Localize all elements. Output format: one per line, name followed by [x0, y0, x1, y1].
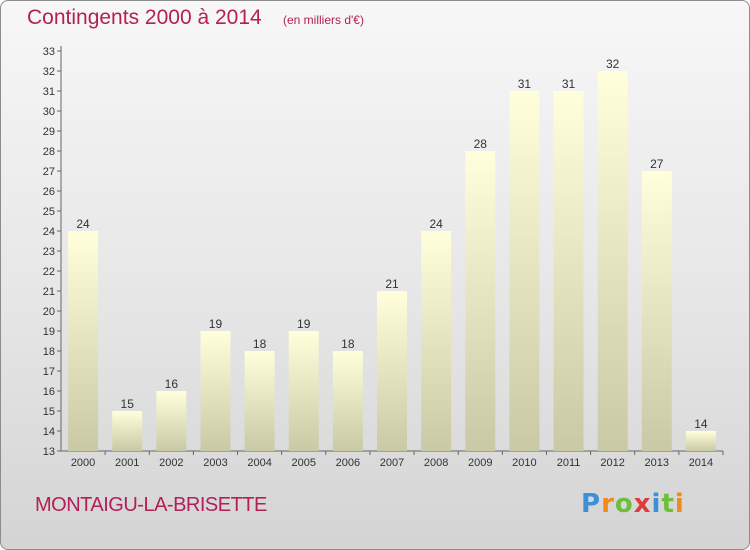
y-tick-label: 31 — [43, 86, 55, 98]
y-tick-label: 15 — [43, 406, 55, 418]
y-tick-label: 29 — [43, 126, 55, 138]
data-label: 24 — [76, 217, 90, 231]
logo-letter: o — [614, 489, 634, 519]
data-label: 27 — [650, 157, 664, 171]
x-tick-label: 2000 — [71, 457, 95, 469]
logo-letter: i — [674, 489, 685, 519]
data-label: 15 — [121, 397, 135, 411]
y-tick-label: 17 — [43, 366, 55, 378]
x-tick-label: 2009 — [468, 457, 492, 469]
x-tick-label: 2005 — [291, 457, 315, 469]
y-tick-label: 13 — [43, 446, 55, 458]
y-tick-label: 18 — [43, 346, 55, 358]
proxiti-logo: Proxiti — [581, 489, 685, 519]
y-tick-label: 32 — [43, 66, 55, 78]
bar — [377, 291, 407, 451]
chart-subtitle: (en milliers d'€) — [283, 13, 364, 27]
logo-letter: x — [633, 489, 652, 519]
data-label: 28 — [474, 137, 488, 151]
bar — [553, 91, 584, 451]
bar — [641, 171, 672, 451]
data-label: 19 — [297, 317, 311, 331]
commune-name: MONTAIGU-LA-BRISETTE — [35, 494, 267, 516]
x-tick-label: 2001 — [115, 457, 139, 469]
x-tick-label: 2013 — [645, 457, 669, 469]
data-label: 19 — [209, 317, 223, 331]
data-label: 21 — [385, 277, 399, 291]
y-tick-label: 20 — [43, 306, 55, 318]
chart-title: Contingents 2000 à 2014 — [27, 6, 262, 29]
y-tick-label: 26 — [43, 186, 55, 198]
y-tick-label: 19 — [43, 326, 55, 338]
bar — [200, 331, 231, 451]
data-label: 16 — [165, 377, 179, 391]
y-tick-label: 23 — [43, 246, 55, 258]
x-tick-label: 2003 — [203, 457, 227, 469]
bar — [68, 231, 99, 451]
y-tick-label: 14 — [43, 426, 55, 438]
data-label: 18 — [253, 337, 267, 351]
data-label: 24 — [429, 217, 443, 231]
bar — [156, 391, 187, 451]
y-tick-label: 21 — [43, 286, 55, 298]
data-label: 14 — [694, 417, 708, 431]
x-tick-label: 2006 — [336, 457, 360, 469]
bar — [509, 91, 540, 451]
x-tick-label: 2007 — [380, 457, 404, 469]
chart-data-labels: 24 15 16 19 18 19 18 21 24 28 31 31 32 27 14 — [76, 57, 708, 431]
logo-letter: i — [651, 489, 662, 519]
bar — [112, 411, 143, 451]
y-tick-label: 24 — [43, 226, 55, 238]
y-tick-label: 33 — [43, 46, 55, 58]
logo-letter: t — [661, 489, 675, 519]
logo-letter: P — [581, 489, 602, 519]
x-tick-label: 2002 — [159, 457, 183, 469]
x-tick-label: 2008 — [424, 457, 448, 469]
y-tick-label: 27 — [43, 166, 55, 178]
logo-letter: r — [601, 489, 615, 519]
x-tick-label: 2010 — [512, 457, 536, 469]
x-tick-label: 2004 — [247, 457, 271, 469]
data-label: 32 — [606, 57, 620, 71]
y-tick-label: 28 — [43, 146, 55, 158]
bar — [685, 431, 716, 451]
bar — [465, 151, 496, 451]
bar — [332, 351, 363, 451]
chart-bars — [68, 71, 716, 451]
bar — [597, 71, 628, 451]
x-tick-label: 2011 — [557, 457, 581, 469]
data-label: 18 — [341, 337, 355, 351]
bar — [244, 351, 275, 451]
y-tick-label: 16 — [43, 386, 55, 398]
data-label: 31 — [562, 77, 576, 91]
data-label: 31 — [518, 77, 532, 91]
bar — [421, 231, 452, 451]
bar — [288, 331, 319, 451]
y-tick-label: 22 — [43, 266, 55, 278]
x-tick-label: 2014 — [689, 457, 713, 469]
x-tick-label: 2012 — [600, 457, 624, 469]
y-tick-label: 25 — [43, 206, 55, 218]
y-tick-label: 30 — [43, 106, 55, 118]
